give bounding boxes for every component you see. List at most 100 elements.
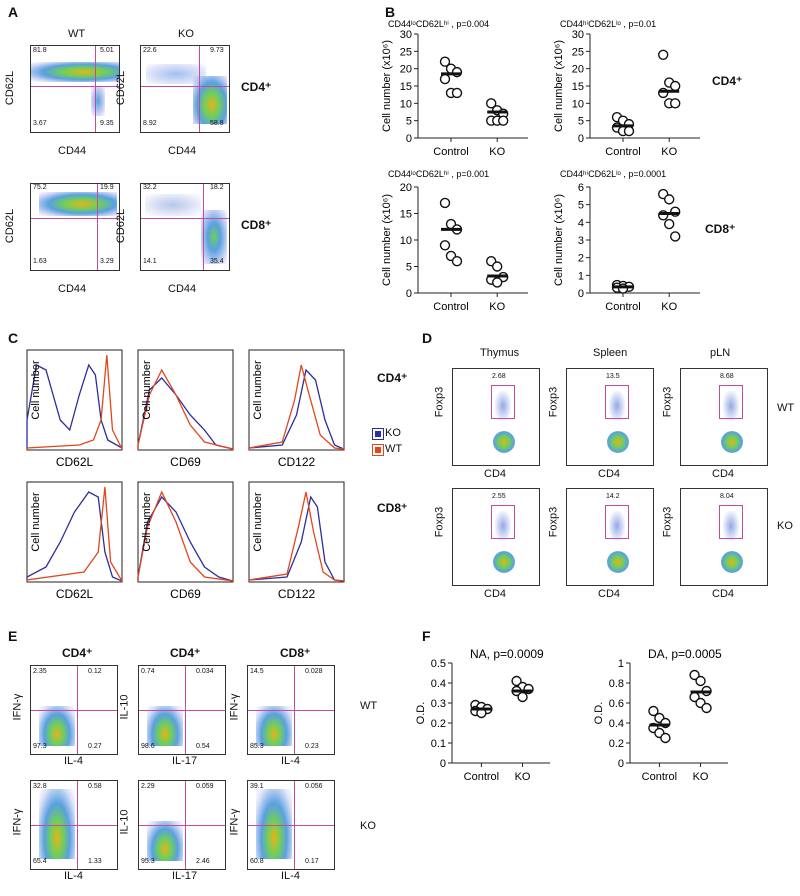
- foxp3-plot: [566, 488, 654, 586]
- a-facs-cd8-ko: [140, 183, 230, 271]
- quadrant-percent: 32.8: [33, 783, 47, 790]
- data-point: [695, 675, 706, 687]
- chart-title: CD44ʰⁱCD62Lˡᵒ , p=0.0001: [560, 169, 666, 179]
- data-point: [439, 197, 451, 209]
- y-tick-label: 20: [572, 64, 584, 76]
- y-tick-label: 25: [400, 46, 412, 58]
- a-q-ul: 75.2: [33, 184, 47, 191]
- a-q-ul: 32.2: [143, 184, 157, 191]
- y-axis-label: Cell number (x10⁶): [553, 40, 565, 132]
- gate-percent: 14.2: [606, 493, 620, 500]
- y-tick-label: 20: [400, 182, 412, 194]
- panel-label-d: D: [422, 330, 433, 346]
- panel-label-f: F: [422, 628, 431, 644]
- histogram-frame: [137, 349, 234, 451]
- y-tick-label: 0.6: [609, 698, 624, 710]
- panel-label-b: B: [385, 4, 396, 20]
- d-xlabel: CD4: [484, 588, 507, 600]
- histogram-xlabel: CD122: [278, 587, 316, 601]
- d-col-title-pln: pLN: [710, 347, 731, 359]
- histogram-xlabel: CD69: [170, 587, 201, 601]
- chart-title: DA, p=0.0005: [648, 647, 722, 661]
- a-col-title-ko: KO: [178, 28, 194, 40]
- ko-histogram-line: [26, 363, 123, 450]
- y-tick-label: 0.4: [609, 718, 624, 730]
- foxp3-plot: [452, 488, 540, 586]
- a-q-lr: 3.29: [100, 258, 114, 265]
- y-tick-label: 4: [578, 217, 584, 229]
- a-q-lr: 35.4: [210, 258, 224, 265]
- data-point: [451, 87, 463, 99]
- cytokine-plot: [247, 780, 335, 870]
- a-xlabel: CD44: [58, 145, 87, 157]
- a-facs-cd8-wt: [30, 183, 120, 271]
- data-point: [701, 702, 712, 714]
- a-xlabel: CD44: [168, 283, 197, 295]
- histogram-ylabel: Cell number: [141, 492, 153, 552]
- x-tick-label: KO: [661, 301, 677, 313]
- y-tick-label: 0.2: [431, 718, 446, 730]
- a-q-ll: 1.63: [33, 258, 47, 265]
- y-tick-label: 5: [406, 262, 412, 274]
- a-facs-cd4-ko: [140, 45, 230, 133]
- foxp3-plot: [680, 368, 768, 466]
- gate-percent: 8.68: [720, 373, 734, 380]
- x-tick-label: Control: [464, 771, 499, 783]
- a-q-ll: 3.67: [33, 120, 47, 127]
- x-tick-label: KO: [693, 771, 709, 783]
- quadrant-percent: 0.034: [196, 668, 214, 675]
- y-tick-label: 3: [578, 235, 584, 247]
- a-col-title-wt: WT: [68, 28, 86, 40]
- quadrant-percent: 60.8: [250, 858, 264, 865]
- wt-histogram-line: [26, 486, 123, 582]
- quadrant-percent: 1.33: [88, 858, 102, 865]
- histogram-xlabel: CD62L: [56, 455, 94, 469]
- quadrant-percent: 0.27: [88, 743, 102, 750]
- histogram-frame: [248, 349, 345, 451]
- y-tick-label: 20: [400, 64, 412, 76]
- cytokine-plot: [30, 665, 118, 755]
- y-tick-label: 0: [578, 288, 584, 300]
- y-tick-label: 15: [400, 81, 412, 93]
- y-tick-label: 2: [578, 253, 584, 265]
- y-tick-label: 0.5: [431, 658, 446, 670]
- y-axis-label: O.D.: [415, 702, 427, 725]
- y-tick-label: 0: [406, 288, 412, 300]
- y-tick-label: 25: [572, 46, 584, 58]
- wt-histogram-line: [137, 490, 234, 582]
- x-tick-label: KO: [661, 146, 677, 158]
- cytokine-plot: [247, 665, 335, 755]
- y-axis-label: O.D.: [593, 702, 605, 725]
- histogram-ylabel: Cell number: [252, 360, 264, 420]
- y-axis-label: Cell number (x10⁶): [381, 40, 393, 132]
- y-tick-label: 0: [440, 758, 446, 770]
- legend-ko-label: KO: [385, 427, 401, 439]
- ko-histogram-line: [26, 491, 123, 582]
- x-tick-label: Control: [642, 771, 677, 783]
- data-point: [511, 675, 522, 687]
- x-tick-label: Control: [605, 301, 640, 313]
- chart-title: CD44ˡᵒCD62Lʰⁱ , p=0.004: [388, 19, 489, 29]
- y-tick-label: 0: [618, 758, 624, 770]
- quadrant-percent: 2.29: [141, 783, 155, 790]
- y-tick-label: 0.4: [431, 678, 446, 690]
- data-point: [492, 261, 503, 272]
- d-xlabel: CD4: [598, 588, 621, 600]
- legend-ko-swatch: [372, 428, 384, 440]
- e-xlabel: IL-4: [64, 870, 83, 882]
- a-q-ur: 9.73: [210, 47, 224, 54]
- quadrant-percent: 39.1: [250, 783, 264, 790]
- y-tick-label: 0.3: [431, 698, 446, 710]
- x-tick-label: Control: [433, 301, 468, 313]
- b-row-label-cd4: CD4⁺: [712, 74, 743, 88]
- histogram-xlabel: CD122: [278, 455, 316, 469]
- histogram-ylabel: Cell number: [30, 360, 42, 420]
- y-tick-label: 0.1: [431, 738, 446, 750]
- x-tick-label: KO: [489, 146, 505, 158]
- y-tick-label: 5: [578, 200, 584, 212]
- y-tick-label: 15: [400, 209, 412, 221]
- x-tick-label: KO: [515, 771, 531, 783]
- data-point: [689, 669, 700, 681]
